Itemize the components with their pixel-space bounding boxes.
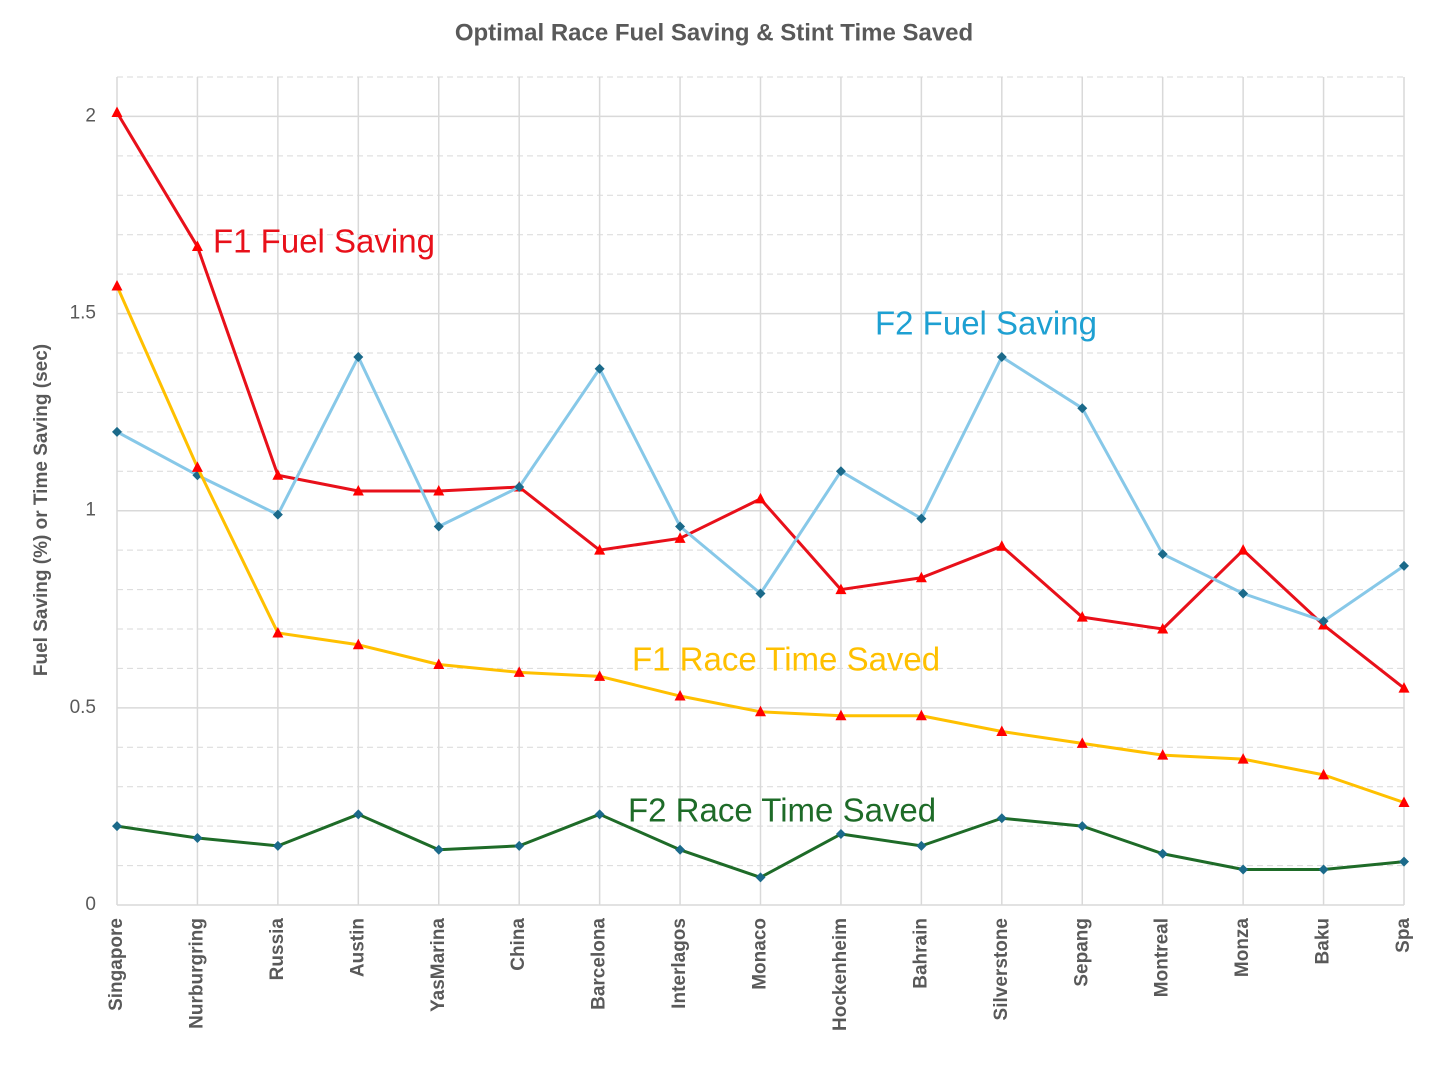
data-point [996, 540, 1008, 551]
y-tick-label: 1.5 [70, 303, 96, 324]
x-tick-label: Monza [1232, 918, 1253, 978]
data-point [514, 840, 525, 851]
data-point [1076, 737, 1088, 748]
series-label: F2 Race Time Saved [628, 792, 936, 829]
data-point [1238, 864, 1249, 875]
data-point [1157, 623, 1169, 634]
data-point [755, 705, 766, 717]
x-tick-label: Austin [347, 918, 368, 977]
data-point [272, 840, 283, 851]
data-point [1318, 864, 1329, 875]
data-point [1237, 544, 1249, 555]
data-point [1157, 749, 1169, 760]
x-tick-label: Nurburgring [186, 918, 207, 1029]
y-tick-label: 0 [85, 894, 96, 915]
data-point [353, 809, 364, 820]
x-tick-label: Russia [267, 918, 288, 981]
data-point [674, 532, 686, 543]
data-point [755, 492, 766, 504]
data-point [916, 513, 927, 524]
data-point [112, 821, 122, 832]
data-point [675, 844, 686, 855]
x-tick-label: Interlagos [669, 918, 690, 1009]
data-point [674, 690, 686, 701]
data-point [433, 521, 444, 532]
data-point [594, 363, 605, 374]
chart-title: Optimal Race Fuel Saving & Stint Time Sa… [455, 19, 973, 46]
data-point [1399, 856, 1409, 867]
x-tick-label: Monaco [750, 918, 771, 990]
data-point [675, 521, 686, 532]
data-point [192, 832, 203, 843]
y-axis-label: Fuel Saving (%) or Time Saving (sec) [31, 344, 52, 676]
data-point [594, 809, 605, 820]
data-point [915, 571, 927, 583]
data-point [916, 840, 927, 851]
data-point [191, 461, 203, 472]
data-point [352, 638, 364, 650]
x-tick-label: Singapore [106, 918, 127, 1011]
data-point [996, 813, 1007, 824]
x-tick-label: YasMarina [428, 918, 449, 1012]
data-point [433, 844, 444, 855]
data-point [272, 469, 284, 480]
data-point [1157, 549, 1168, 560]
y-tick-label: 0.5 [70, 697, 96, 718]
x-tick-label: Sepang [1071, 918, 1092, 987]
data-point [272, 509, 283, 520]
data-point [835, 829, 846, 840]
data-point [111, 279, 123, 291]
y-tick-label: 2 [85, 105, 96, 126]
data-point [433, 485, 445, 496]
data-point [1398, 796, 1410, 807]
x-tick-label: Baku [1313, 918, 1334, 964]
data-point [1077, 821, 1088, 832]
data-point [433, 658, 445, 669]
data-point [915, 709, 927, 721]
data-point [835, 709, 847, 721]
series-label: F1 Race Time Saved [632, 641, 940, 678]
x-tick-label: Bahrain [910, 918, 931, 989]
data-point [755, 588, 766, 599]
data-point [1318, 616, 1329, 627]
data-point [1398, 682, 1410, 693]
x-tick-label: Montreal [1152, 918, 1173, 997]
x-tick-label: Hockenheim [830, 918, 851, 1031]
data-point [353, 351, 364, 362]
data-point [112, 426, 122, 437]
series-label: F1 Fuel Saving [213, 223, 435, 260]
data-point [1399, 560, 1409, 571]
x-tick-label: Silverstone [991, 918, 1012, 1020]
data-point [272, 626, 284, 638]
data-point [111, 106, 123, 117]
x-tick-label: China [508, 918, 529, 971]
data-point [1076, 611, 1088, 622]
data-point [1077, 403, 1088, 414]
series-label: F2 Fuel Saving [875, 305, 1097, 342]
data-point [594, 544, 606, 555]
data-point [191, 240, 203, 252]
x-tick-label: Barcelona [589, 918, 610, 1010]
data-point [352, 485, 364, 496]
data-point [996, 351, 1007, 362]
data-point [594, 670, 606, 681]
data-point [996, 725, 1008, 737]
data-point [514, 482, 525, 493]
data-point [1157, 848, 1168, 859]
data-point [1238, 588, 1249, 599]
x-tick-label: Spa [1393, 918, 1414, 953]
data-point [513, 666, 525, 677]
y-tick-label: 1 [85, 500, 96, 521]
data-point [1237, 753, 1249, 764]
data-point [835, 583, 847, 595]
data-point [755, 872, 766, 883]
data-point [835, 466, 846, 477]
data-point [1318, 768, 1330, 780]
